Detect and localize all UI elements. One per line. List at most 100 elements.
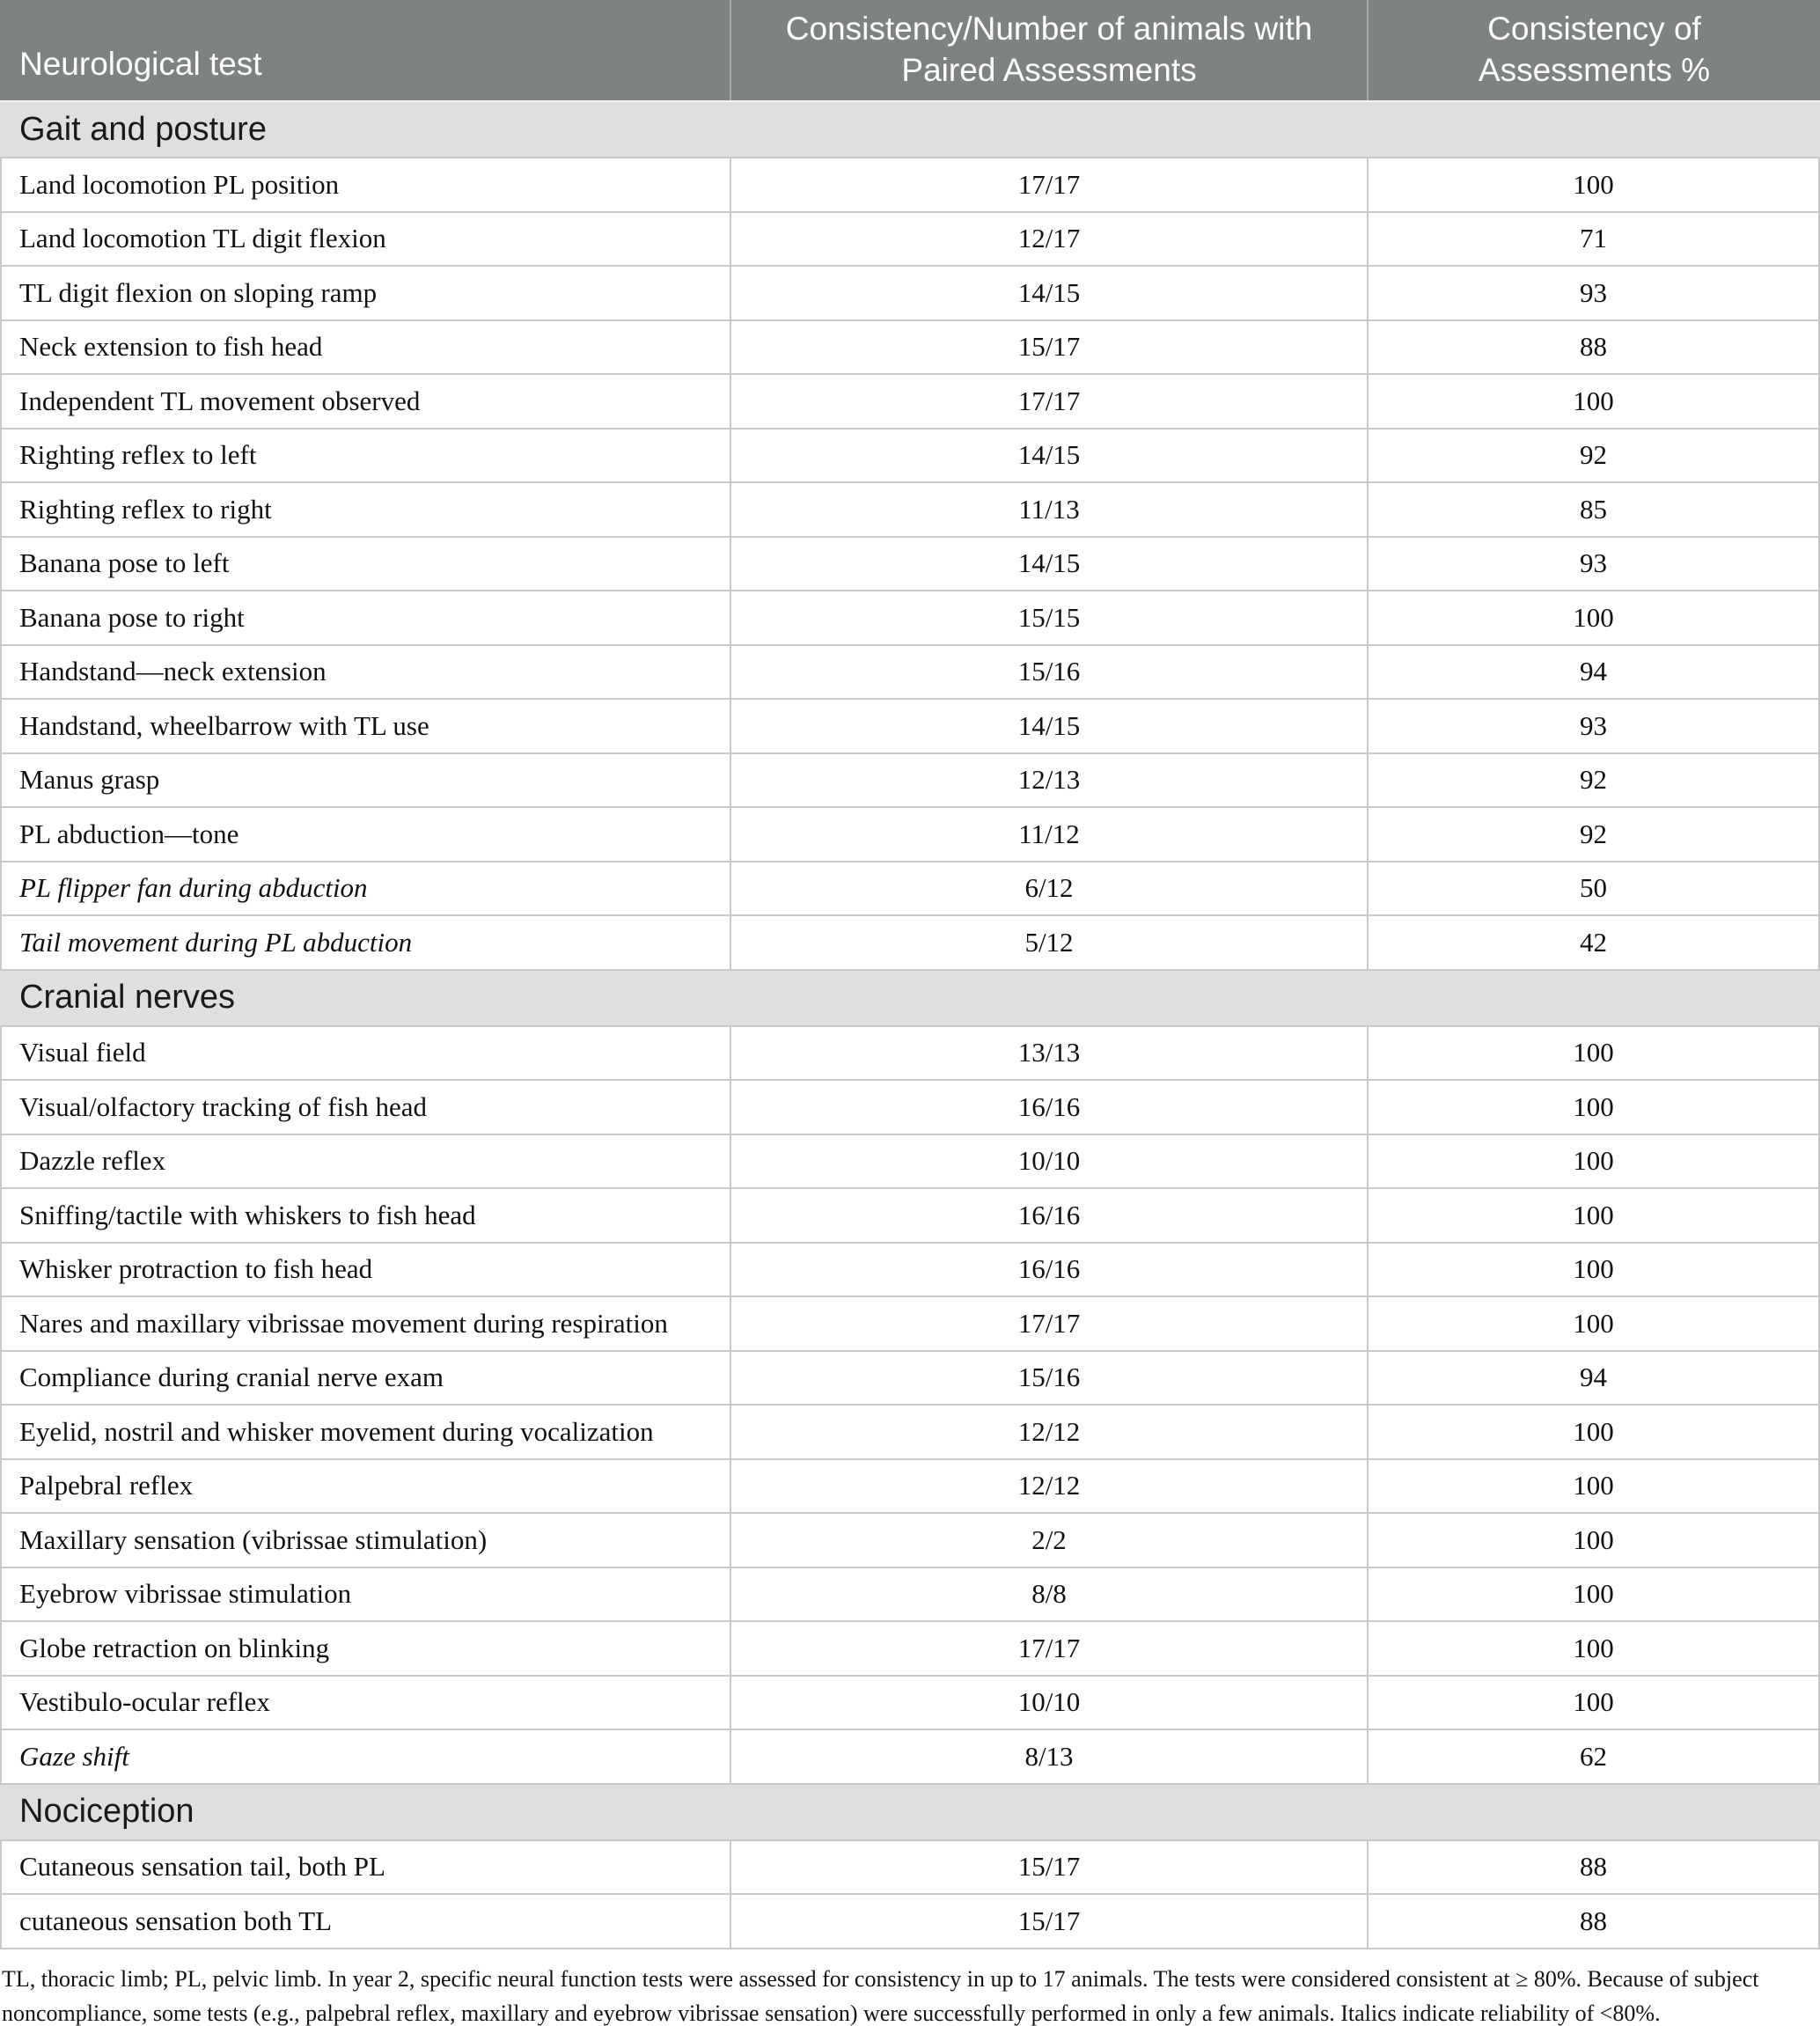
paired-assessments-cell: 17/17 xyxy=(730,375,1367,428)
paired-assessments-cell: 17/17 xyxy=(730,158,1367,211)
consistency-percent-cell: 94 xyxy=(1367,645,1818,698)
test-name-cell: Visual/olfactory tracking of fish head xyxy=(19,1090,427,1122)
consistency-percent-cell: 92 xyxy=(1367,753,1818,806)
paired-assessments-cell: 14/15 xyxy=(730,537,1367,590)
table-row: Compliance during cranial nerve exam 15/1… xyxy=(0,1351,1820,1406)
table-row: Visual/olfactory tracking of fish head 16… xyxy=(0,1081,1820,1135)
table-row: Neck extension to fish head 15/17 88 xyxy=(0,320,1820,375)
consistency-percent-cell: 100 xyxy=(1367,1189,1818,1242)
paired-assessments-cell: 5/12 xyxy=(730,916,1367,969)
col-header-neurological-test: Neurological test xyxy=(0,0,730,100)
table-row: Visual field 13/13 100 xyxy=(0,1026,1820,1081)
consistency-percent-cell: 100 xyxy=(1367,1676,1818,1729)
paired-assessments-cell: 12/17 xyxy=(730,212,1367,265)
test-name-cell: Vestibulo-ocular reflex xyxy=(19,1686,270,1718)
test-name-cell: Sniffing/tactile with whiskers to fish h… xyxy=(19,1199,476,1230)
table-row: Righting reflex to left 14/15 92 xyxy=(0,429,1820,483)
paired-assessments-cell: 15/16 xyxy=(730,645,1367,698)
test-name-cell: Handstand—neck extension xyxy=(19,656,327,687)
test-name-cell: Eyelid, nostril and whisker movement dur… xyxy=(19,1415,654,1447)
paired-assessments-cell: 16/16 xyxy=(730,1243,1367,1296)
consistency-percent-cell: 93 xyxy=(1367,700,1818,752)
consistency-percent-cell: 100 xyxy=(1367,1243,1818,1296)
table-header-row: Neurological test Consistency/Number of … xyxy=(0,0,1820,100)
table-row: Independent TL movement observed 17/17 100 xyxy=(0,375,1820,429)
table-row: Maxillary sensation (vibrissae stimulati… xyxy=(0,1514,1820,1568)
table-row: Handstand—neck extension 15/16 94 xyxy=(0,645,1820,700)
consistency-percent-cell: 100 xyxy=(1367,1514,1818,1567)
paired-assessments-cell: 17/17 xyxy=(730,1297,1367,1350)
paired-assessments-cell: 12/12 xyxy=(730,1406,1367,1458)
test-name-cell: Banana pose to left xyxy=(19,547,230,579)
table-row: Tail movement during PL abduction 5/12 42 xyxy=(0,916,1820,971)
col-header-line: Consistency of xyxy=(1487,11,1701,48)
test-name-cell: Palpebral reflex xyxy=(19,1470,194,1501)
test-name-cell: Gaze shift xyxy=(19,1740,129,1772)
consistency-percent-cell: 100 xyxy=(1367,1567,1818,1620)
table-row: Handstand, wheelbarrow with TL use 14/15 9… xyxy=(0,700,1820,754)
test-name-cell: Eyebrow vibrissae stimulation xyxy=(19,1578,352,1610)
col-header-paired-assessments: Consistency/Number of animals with Paire… xyxy=(730,0,1367,100)
consistency-percent-cell: 92 xyxy=(1367,429,1818,481)
paired-assessments-cell: 16/16 xyxy=(730,1189,1367,1242)
paired-assessments-cell: 16/16 xyxy=(730,1081,1367,1134)
table-row: Whisker protraction to fish head 16/16 100 xyxy=(0,1243,1820,1297)
consistency-percent-cell: 100 xyxy=(1367,1026,1818,1079)
table-row: Cutaneous sensation tail, both PL 15/17 88 xyxy=(0,1840,1820,1895)
table-row: PL flipper fan during abduction 6/12 50 xyxy=(0,862,1820,916)
test-name-cell: Tail movement during PL abduction xyxy=(19,926,413,958)
test-name-cell: Banana pose to right xyxy=(19,601,245,633)
test-name-cell: Visual field xyxy=(19,1037,146,1068)
table-row: Land locomotion TL digit flexion 12/17 71 xyxy=(0,212,1820,267)
consistency-percent-cell: 100 xyxy=(1367,1459,1818,1512)
consistency-percent-cell: 93 xyxy=(1367,267,1818,319)
test-name-cell: cutaneous sensation both TL xyxy=(19,1905,333,1936)
consistency-percent-cell: 100 xyxy=(1367,591,1818,644)
consistency-percent-cell: 88 xyxy=(1367,1895,1818,1948)
consistency-percent-cell: 100 xyxy=(1367,158,1818,211)
test-name-cell: Maxillary sensation (vibrissae stimulati… xyxy=(19,1523,488,1555)
paired-assessments-cell: 10/10 xyxy=(730,1676,1367,1729)
paired-assessments-cell: 15/16 xyxy=(730,1351,1367,1404)
paired-assessments-cell: 15/17 xyxy=(730,1895,1367,1948)
col-header-line: Consistency/Number of animals with xyxy=(785,11,1313,48)
test-name-cell: TL digit flexion on sloping ramp xyxy=(19,276,378,308)
col-header-consistency-percent: Consistency of Assessments % xyxy=(1367,0,1820,100)
consistency-percent-cell: 42 xyxy=(1367,916,1818,969)
table-row: Eyelid, nostril and whisker movement dur… xyxy=(0,1406,1820,1460)
test-name-cell: Globe retraction on blinking xyxy=(19,1632,330,1663)
consistency-percent-cell: 71 xyxy=(1367,212,1818,265)
paired-assessments-cell: 11/13 xyxy=(730,483,1367,536)
paired-assessments-cell: 15/17 xyxy=(730,320,1367,373)
paired-assessments-cell: 14/15 xyxy=(730,267,1367,319)
consistency-percent-cell: 62 xyxy=(1367,1730,1818,1783)
table-row: Nares and maxillary vibrissae movement d… xyxy=(0,1297,1820,1352)
test-name-cell: Manus grasp xyxy=(19,764,160,796)
table-row: Land locomotion PL position 17/17 100 xyxy=(0,158,1820,213)
section-header-row: Gait and posture xyxy=(0,102,1820,158)
test-name-cell: Cutaneous sensation tail, both PL xyxy=(19,1851,385,1883)
paired-assessments-cell: 14/15 xyxy=(730,700,1367,752)
table-row: Vestibulo-ocular reflex 10/10 100 xyxy=(0,1676,1820,1730)
test-name-cell: Compliance during cranial nerve exam xyxy=(19,1362,444,1393)
consistency-percent-cell: 100 xyxy=(1367,1081,1818,1134)
col-header-line: Assessments % xyxy=(1478,52,1711,88)
table-body: Gait and posture Land locomotion PL posit… xyxy=(0,100,1820,1949)
consistency-percent-cell: 100 xyxy=(1367,1406,1818,1458)
paired-assessments-cell: 17/17 xyxy=(730,1622,1367,1675)
test-name-cell: Righting reflex to right xyxy=(19,493,272,525)
test-name-cell: PL flipper fan during abduction xyxy=(19,872,368,904)
consistency-percent-cell: 85 xyxy=(1367,483,1818,536)
consistency-percent-cell: 93 xyxy=(1367,537,1818,590)
section-header-row: Nociception xyxy=(0,1784,1820,1841)
table-row: Manus grasp 12/13 92 xyxy=(0,753,1820,808)
consistency-percent-cell: 92 xyxy=(1367,808,1818,861)
table-row: TL digit flexion on sloping ramp 14/15 93 xyxy=(0,267,1820,321)
test-name-cell: Nares and maxillary vibrissae movement d… xyxy=(19,1307,668,1339)
table-row: Sniffing/tactile with whiskers to fish h… xyxy=(0,1189,1820,1244)
consistency-percent-cell: 100 xyxy=(1367,1622,1818,1675)
consistency-percent-cell: 94 xyxy=(1367,1351,1818,1404)
table-row: Righting reflex to right 11/13 85 xyxy=(0,483,1820,538)
paired-assessments-cell: 8/13 xyxy=(730,1730,1367,1783)
